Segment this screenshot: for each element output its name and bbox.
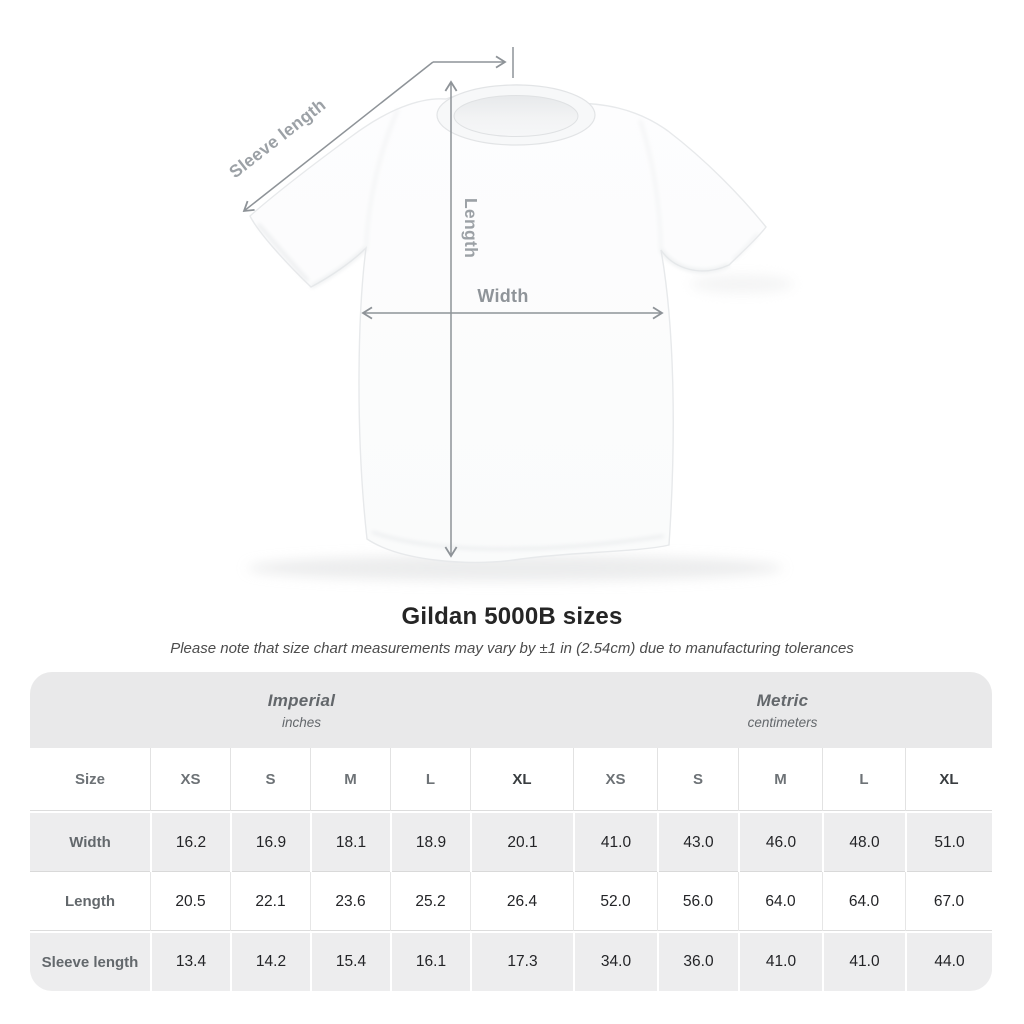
unit-header-row: Imperial inches Metric centimeters xyxy=(30,672,992,748)
measurement-cell: 16.9 xyxy=(230,813,310,872)
measurement-cell: 44.0 xyxy=(905,933,992,991)
measurement-cell: 52.0 xyxy=(573,872,657,931)
header-cell-m-metric: M xyxy=(738,748,822,811)
measurement-cell: 64.0 xyxy=(738,872,822,931)
header-cell-xs-imperial: XS xyxy=(150,748,230,811)
imperial-unit: inches xyxy=(281,714,322,730)
metric-label: Metric xyxy=(756,690,809,710)
metric-unit: centimeters xyxy=(747,714,818,730)
measurement-cell: 46.0 xyxy=(738,813,822,872)
measurement-cell: 36.0 xyxy=(657,933,738,991)
measurement-cell: 16.1 xyxy=(390,933,470,991)
shirt-collar xyxy=(436,84,596,146)
header-cell-xl-metric: XL xyxy=(905,748,992,811)
sleeve-length-dimension-diagonal xyxy=(242,61,434,213)
measurement-cell: 18.9 xyxy=(390,813,470,872)
imperial-header: Imperial inches xyxy=(30,672,573,748)
page-title: Gildan 5000B sizes xyxy=(401,603,623,630)
header-cell-size: Size xyxy=(74,771,105,788)
measurement-cell: 13.4 xyxy=(150,933,230,991)
tolerance-note: Please note that size chart measurements… xyxy=(170,640,854,657)
header-cell-l-imperial: L xyxy=(390,748,470,811)
measurement-cell: 17.3 xyxy=(470,933,573,991)
size-table: Imperial inches Metric centimeters Size … xyxy=(30,672,992,991)
measurement-cell: 67.0 xyxy=(905,872,992,931)
measurement-cell: 15.4 xyxy=(310,933,390,991)
measurement-cell: 23.6 xyxy=(310,872,390,931)
header-cell-s-imperial: S xyxy=(230,748,310,811)
measurement-cell: 20.5 xyxy=(150,872,230,931)
table-row-length: Length 20.5 22.1 23.6 25.2 26.4 52.0 56.… xyxy=(30,872,992,931)
measurement-cell: 48.0 xyxy=(822,813,905,872)
header-cell-xl-imperial: XL xyxy=(470,748,573,811)
measurement-cell: 41.0 xyxy=(822,933,905,991)
measurement-cell: 41.0 xyxy=(738,933,822,991)
header-cell-xs-metric: XS xyxy=(573,748,657,811)
measurement-cell: 22.1 xyxy=(230,872,310,931)
measurement-cell: 43.0 xyxy=(657,813,738,872)
length-label: Length xyxy=(461,198,481,258)
measurement-cell: 26.4 xyxy=(470,872,573,931)
header-cell-m-imperial: M xyxy=(310,748,390,811)
measurement-cell: 34.0 xyxy=(573,933,657,991)
size-header-row: Size XS S M L XL XS S M L XL xyxy=(30,748,992,811)
shirt-body xyxy=(249,84,767,564)
shirt-diagram: Sleeve length Length Width xyxy=(225,47,794,581)
measurement-cell: 18.1 xyxy=(310,813,390,872)
shirt-illustration: Sleeve length Length Width xyxy=(225,47,794,581)
measurement-cell: 56.0 xyxy=(657,872,738,931)
imperial-label: Imperial xyxy=(267,690,336,710)
measurement-cell: 25.2 xyxy=(390,872,470,931)
width-label: Width xyxy=(477,286,528,306)
measurement-cell: 51.0 xyxy=(905,813,992,872)
metric-header: Metric centimeters xyxy=(573,672,992,748)
measurement-cell: 41.0 xyxy=(573,813,657,872)
header-cell-s-metric: S xyxy=(657,748,738,811)
measurement-cell: 14.2 xyxy=(230,933,310,991)
row-label: Sleeve length xyxy=(41,953,139,971)
shirt-shadow xyxy=(247,275,794,581)
measurement-cell: 64.0 xyxy=(822,872,905,931)
measurement-cell: 16.2 xyxy=(150,813,230,872)
row-label: Width xyxy=(69,834,111,851)
measurement-cell: 20.1 xyxy=(470,813,573,872)
table-row-width: Width 16.2 16.9 18.1 18.9 20.1 41.0 43.0… xyxy=(30,811,992,872)
row-label: Length xyxy=(65,893,115,910)
header-cell-l-metric: L xyxy=(822,748,905,811)
table-row-sleeve-length: Sleeve length 13.4 14.2 15.4 16.1 17.3 3… xyxy=(30,931,992,991)
